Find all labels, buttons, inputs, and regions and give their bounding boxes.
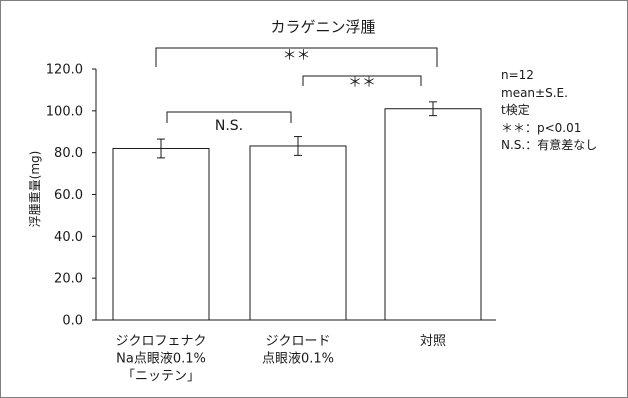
significance-bracket bbox=[302, 75, 422, 86]
x-category-label: 「ニッテン」 bbox=[122, 369, 200, 384]
note-significance: ＊＊：p<0.01 bbox=[501, 120, 582, 135]
significance-label: ＊＊ bbox=[348, 75, 376, 91]
x-category-label: 点眼液0.1% bbox=[262, 352, 334, 367]
note-test: t検定 bbox=[501, 103, 530, 117]
stats-notes: n=12 mean±S.E. t検定 ＊＊：p<0.01 N.S.：有意差なし bbox=[501, 67, 597, 155]
y-tick-label: 20.0 bbox=[54, 272, 83, 287]
y-axis-label: 浮腫重量(mg) bbox=[28, 151, 42, 228]
plot-area: 0.0 20.0 40.0 60.0 80.0 100.0 120.0 ジクロフェナク Na点眼… bbox=[46, 47, 496, 384]
x-category-label: ジクロフェナク bbox=[115, 334, 206, 349]
significance-bracket bbox=[166, 111, 292, 123]
x-category-label: ジクロード bbox=[265, 334, 330, 349]
y-tick-label: 120.0 bbox=[46, 63, 83, 78]
y-tick-label: 60.0 bbox=[54, 188, 83, 203]
note-not-significant: N.S.：有意差なし bbox=[501, 138, 598, 152]
y-tick-label: 40.0 bbox=[54, 230, 83, 245]
bar bbox=[112, 147, 210, 321]
bar bbox=[384, 108, 482, 321]
y-tick-label: 0.0 bbox=[62, 314, 83, 329]
significance-label: N.S. bbox=[215, 118, 243, 134]
note-statistic: mean±S.E. bbox=[501, 85, 568, 100]
y-tick-label: 100.0 bbox=[46, 104, 83, 119]
significance-bracket bbox=[155, 47, 438, 67]
y-tick-label: 80.0 bbox=[54, 146, 83, 161]
note-sample-size: n=12 bbox=[501, 68, 534, 82]
bar bbox=[249, 145, 347, 321]
chart-title: カラゲニン浮腫 bbox=[270, 18, 375, 36]
x-category-label: Na点眼液0.1% bbox=[116, 352, 206, 367]
significance-label: ＊＊ bbox=[283, 48, 311, 64]
x-category-label: 対照 bbox=[420, 334, 446, 349]
